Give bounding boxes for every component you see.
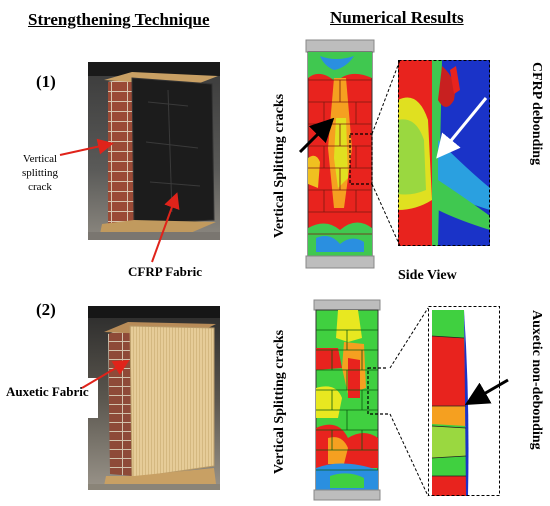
zoom-connector-2 xyxy=(389,307,429,497)
cfrp-fabric-arrow xyxy=(151,192,180,263)
auxetic-non-debonding-label: Auxetic non-debonding xyxy=(529,310,544,450)
fea-column-1 xyxy=(300,38,380,270)
vertical-crack-arrow xyxy=(298,117,335,154)
auxetic-specimen-photo xyxy=(88,306,220,490)
crack-arrow xyxy=(59,138,114,156)
vertical-splitting-crack-label: Vertical splitting crack xyxy=(21,153,59,193)
cfrp-specimen-photo xyxy=(88,62,220,240)
auxetic-fabric-label: Auxetic Fabric xyxy=(6,384,89,399)
fea-column-2 xyxy=(308,298,388,504)
panel-1-number: (1) xyxy=(36,72,56,91)
debonding-arrow xyxy=(436,97,488,159)
panel-2-number: (2) xyxy=(36,300,56,319)
header-numerical-results: Numerical Results xyxy=(330,8,464,27)
auxetic-fabric-arrow xyxy=(81,359,130,389)
cfrp-debonding-label: CFRP debonding xyxy=(529,62,544,166)
non-debonding-arrow xyxy=(464,378,509,406)
zoom-connector-1 xyxy=(371,59,401,247)
vertical-splitting-cracks-label-1: Vertical Splitting cracks xyxy=(272,93,287,238)
side-view-label: Side View xyxy=(398,268,457,283)
header-strengthening-technique: Strengthening Technique xyxy=(28,10,210,29)
vertical-splitting-cracks-label-2: Vertical Splitting cracks xyxy=(272,329,287,474)
label-backdrop xyxy=(0,378,98,418)
cfrp-fabric-label: CFRP Fabric xyxy=(128,264,203,279)
